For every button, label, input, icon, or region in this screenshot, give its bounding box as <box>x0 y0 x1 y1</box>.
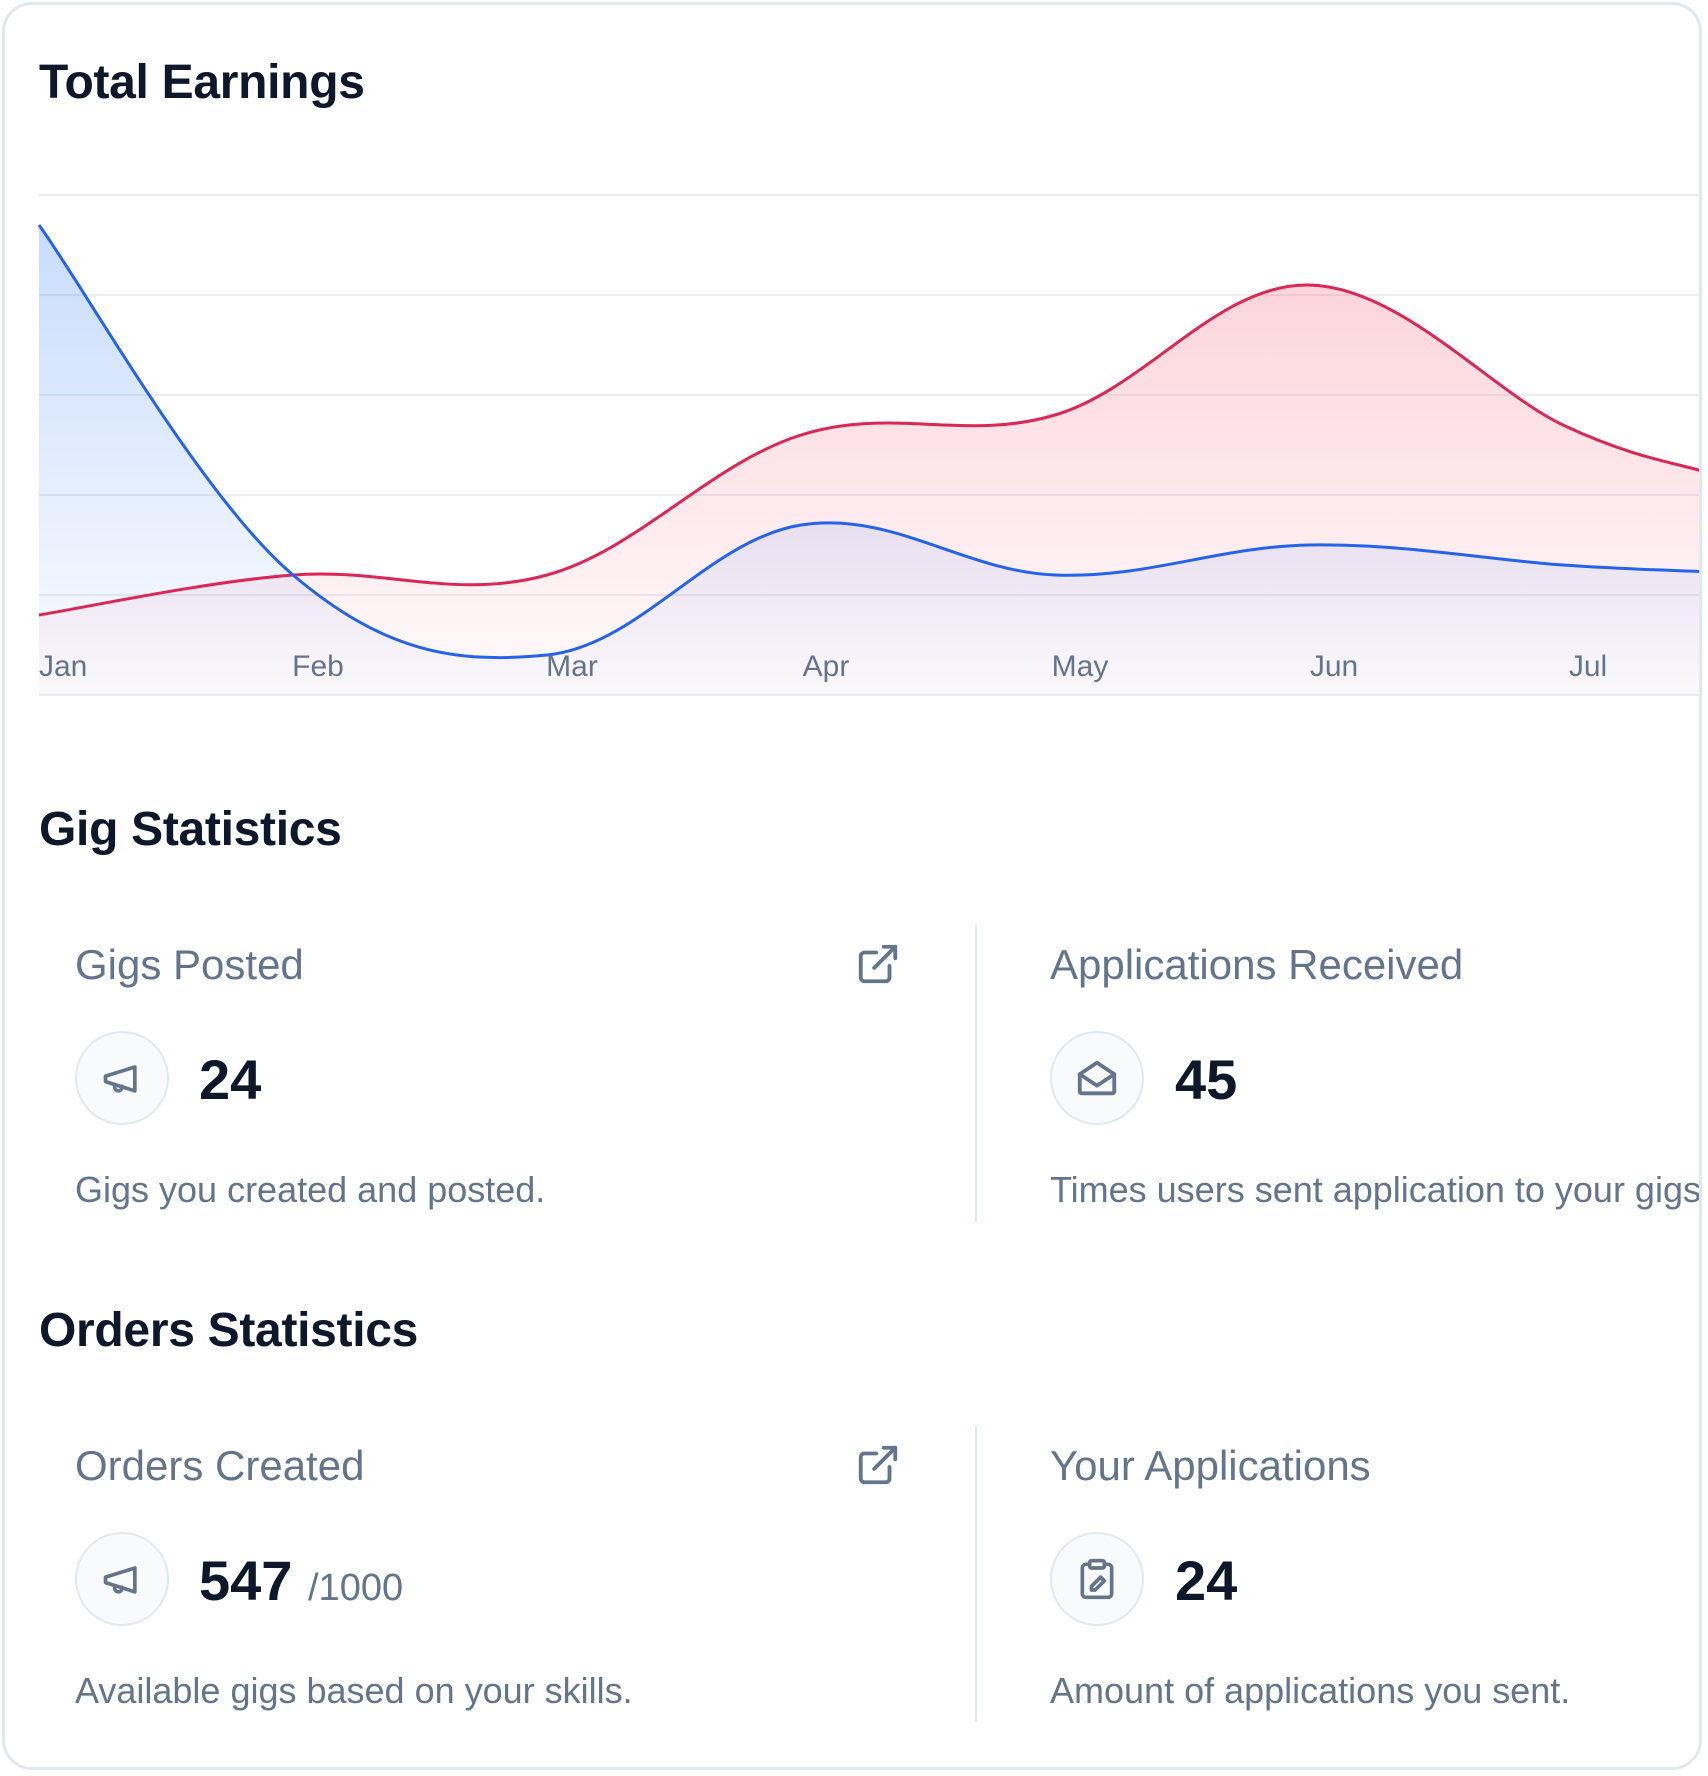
applications-received-description: Times users sent application to your gig… <box>1050 1169 1702 1210</box>
applications-received-value: 45 <box>1175 1048 1238 1111</box>
envelope-open-icon <box>1050 1031 1144 1125</box>
orders-created-value-group: 547 /1000 <box>199 1548 403 1613</box>
orders-stats-divider <box>975 1426 977 1722</box>
gigs-posted-value: 24 <box>199 1048 262 1111</box>
total-earnings-title: Total Earnings <box>39 56 365 109</box>
gigs-posted-description: Gigs you created and posted. <box>75 1169 546 1210</box>
applications-received-label: Applications Received <box>1050 941 1464 988</box>
gig-statistics-title: Gig Statistics <box>39 803 342 856</box>
blue-series-line <box>37 224 1699 660</box>
chart-lines <box>37 224 1699 660</box>
x-tick-label: May <box>1052 650 1109 683</box>
earnings-chart: Jan Feb Mar Apr May Jun Jul <box>37 194 1699 696</box>
x-tick-label: Jul <box>1569 650 1607 683</box>
orders-created-label: Orders Created <box>75 1442 365 1489</box>
x-tick-label: Jan <box>39 650 87 683</box>
x-tick-label: Feb <box>292 650 344 683</box>
red-series-line <box>38 283 1699 617</box>
x-tick-label: Apr <box>803 650 850 683</box>
your-applications-value: 24 <box>1175 1549 1238 1612</box>
x-tick-label: Mar <box>546 650 598 683</box>
orders-statistics-title: Orders Statistics <box>39 1304 419 1357</box>
x-tick-label: Jun <box>1310 650 1358 683</box>
chart-x-labels: Jan Feb Mar Apr May Jun Jul <box>39 650 1607 683</box>
gigs-posted-label: Gigs Posted <box>75 941 304 988</box>
your-applications-label: Your Applications <box>1050 1442 1371 1489</box>
clipboard-edit-icon <box>1050 1532 1144 1626</box>
blue-series-area <box>39 225 1699 695</box>
megaphone-icon <box>75 1532 169 1626</box>
megaphone-icon <box>75 1031 169 1125</box>
orders-created-total: /1000 <box>308 1567 404 1609</box>
orders-created-value: 547 <box>199 1549 293 1612</box>
orders-created-description: Available gigs based on your skills. <box>75 1670 633 1711</box>
external-link-icon[interactable] <box>855 1442 901 1488</box>
your-applications-description: Amount of applications you sent. <box>1050 1670 1571 1711</box>
chart-areas <box>39 225 1699 695</box>
gig-stats-divider <box>975 925 977 1221</box>
external-link-icon[interactable] <box>855 941 901 987</box>
